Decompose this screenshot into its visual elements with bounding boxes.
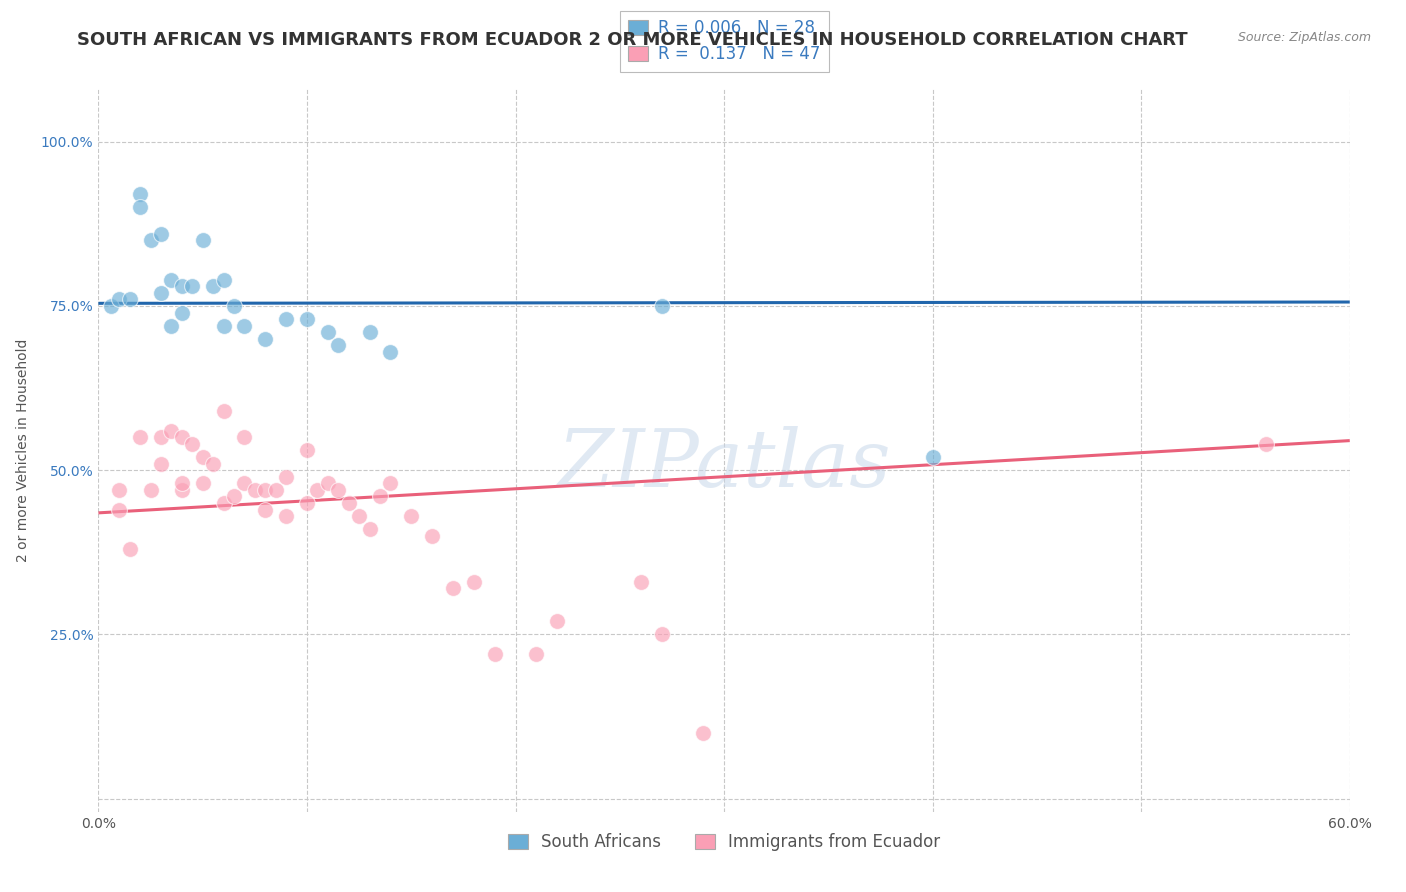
Point	[139, 233, 162, 247]
Point	[359, 522, 381, 536]
Point	[380, 345, 402, 359]
Point	[274, 469, 298, 483]
Point	[170, 483, 193, 497]
Point	[202, 457, 225, 471]
Legend: South Africans, Immigrants from Ecuador: South Africans, Immigrants from Ecuador	[502, 826, 946, 857]
Point	[546, 614, 568, 628]
Point	[316, 476, 339, 491]
Point	[328, 483, 350, 497]
Point	[420, 529, 443, 543]
Point	[150, 457, 173, 471]
Point	[316, 325, 339, 339]
Point	[150, 430, 173, 444]
Point	[150, 285, 173, 300]
Point	[651, 627, 673, 641]
Point	[191, 233, 214, 247]
Point	[233, 476, 256, 491]
Point	[181, 279, 204, 293]
Point	[274, 509, 298, 524]
Point	[222, 490, 245, 504]
Point	[160, 318, 183, 333]
Text: SOUTH AFRICAN VS IMMIGRANTS FROM ECUADOR 2 OR MORE VEHICLES IN HOUSEHOLD CORRELA: SOUTH AFRICAN VS IMMIGRANTS FROM ECUADOR…	[77, 31, 1188, 49]
Point	[129, 201, 152, 215]
Point	[118, 293, 141, 307]
Point	[233, 318, 256, 333]
Point	[160, 424, 183, 438]
Point	[441, 582, 464, 596]
Point	[191, 476, 214, 491]
Point	[328, 338, 350, 352]
Point	[170, 430, 193, 444]
Point	[274, 312, 298, 326]
Point	[108, 293, 131, 307]
Point	[921, 450, 943, 464]
Point	[526, 647, 548, 661]
Point	[150, 227, 173, 241]
Point	[212, 404, 235, 418]
Point	[380, 476, 402, 491]
Point	[1256, 437, 1278, 451]
Y-axis label: 2 or more Vehicles in Household: 2 or more Vehicles in Household	[15, 339, 30, 562]
Point	[295, 312, 318, 326]
Point	[160, 273, 183, 287]
Point	[347, 509, 370, 524]
Text: ZIPatlas: ZIPatlas	[557, 426, 891, 504]
Point	[191, 450, 214, 464]
Point	[692, 726, 714, 740]
Point	[212, 318, 235, 333]
Point	[243, 483, 266, 497]
Point	[359, 325, 381, 339]
Point	[129, 430, 152, 444]
Point	[212, 273, 235, 287]
Point	[170, 305, 193, 319]
Point	[368, 490, 391, 504]
Point	[264, 483, 287, 497]
Point	[181, 437, 204, 451]
Point	[254, 332, 277, 346]
Point	[222, 299, 245, 313]
Point	[233, 430, 256, 444]
Point	[401, 509, 423, 524]
Point	[129, 187, 152, 202]
Point	[630, 574, 652, 589]
Text: Source: ZipAtlas.com: Source: ZipAtlas.com	[1237, 31, 1371, 45]
Point	[202, 279, 225, 293]
Point	[118, 541, 141, 556]
Point	[463, 574, 485, 589]
Point	[295, 443, 318, 458]
Point	[170, 279, 193, 293]
Point	[108, 483, 131, 497]
Point	[254, 502, 277, 516]
Point	[295, 496, 318, 510]
Point	[307, 483, 329, 497]
Point	[170, 476, 193, 491]
Point	[100, 299, 122, 313]
Point	[651, 299, 673, 313]
Point	[484, 647, 506, 661]
Point	[337, 496, 360, 510]
Point	[254, 483, 277, 497]
Point	[108, 502, 131, 516]
Point	[212, 496, 235, 510]
Point	[139, 483, 162, 497]
